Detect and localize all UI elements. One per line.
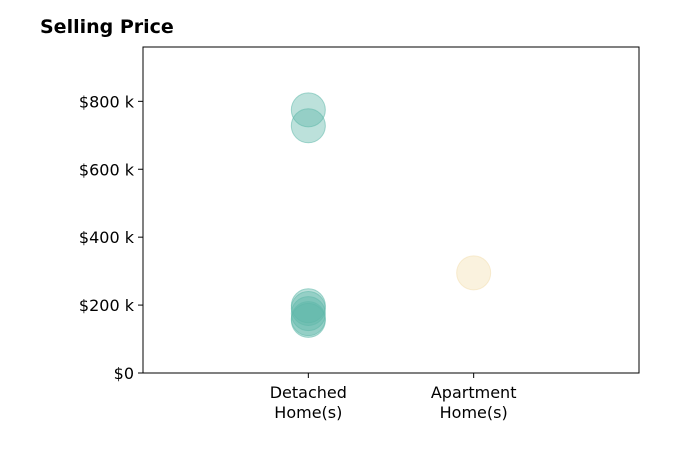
data-point — [290, 92, 326, 128]
y-axis: $0 $200 k $400 k $600 k $800 k — [79, 92, 143, 383]
y-tick-label: $400 k — [79, 228, 135, 247]
x-tick-label: Detached — [270, 383, 347, 402]
data-points — [290, 92, 492, 338]
y-tick-label: $800 k — [79, 92, 135, 111]
x-tick-label: Home(s) — [274, 403, 342, 422]
y-tick-label: $0 — [114, 364, 134, 383]
data-point — [456, 255, 492, 291]
chart-title: Selling Price — [40, 16, 174, 38]
data-point — [290, 290, 326, 326]
y-tick-label: $200 k — [79, 296, 135, 315]
y-tick-label: $600 k — [79, 160, 135, 179]
plot-frame — [142, 46, 640, 374]
data-point — [290, 302, 326, 338]
x-tick-label: Apartment — [431, 383, 517, 402]
data-point — [290, 108, 326, 144]
x-tick-label: Home(s) — [440, 403, 508, 422]
